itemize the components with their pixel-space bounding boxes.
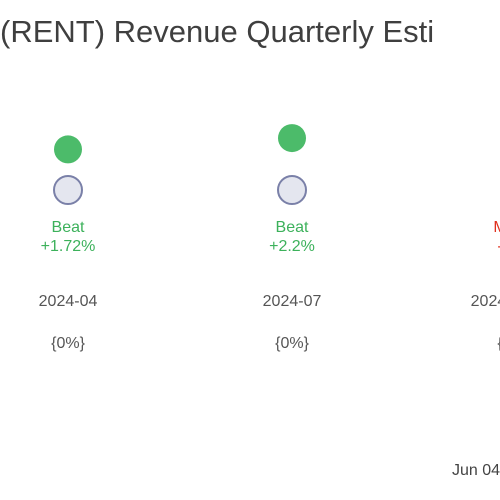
estimate-marker [53, 175, 83, 205]
surprise-label: +1.72% [41, 238, 96, 255]
period-label: 2024-04 [39, 293, 98, 310]
result-label: Beat [276, 219, 309, 236]
estimate-marker [277, 175, 307, 205]
surprise-label: - [497, 238, 500, 255]
footer-date: Jun 04 [451, 462, 500, 479]
chart-title: (RENT) Revenue Quarterly Esti [0, 14, 435, 49]
actual-marker [278, 124, 306, 153]
estimate-change-label: {0%} [51, 335, 85, 352]
surprise-label: +2.2% [269, 238, 315, 255]
actual-marker [54, 135, 82, 164]
result-label: M [493, 219, 500, 236]
estimate-change-label: {0%} [275, 335, 309, 352]
period-label: 2024-10 [471, 293, 500, 310]
result-label: Beat [52, 219, 85, 236]
estimate-change-label: { [497, 335, 500, 352]
period-label: 2024-07 [263, 293, 322, 310]
